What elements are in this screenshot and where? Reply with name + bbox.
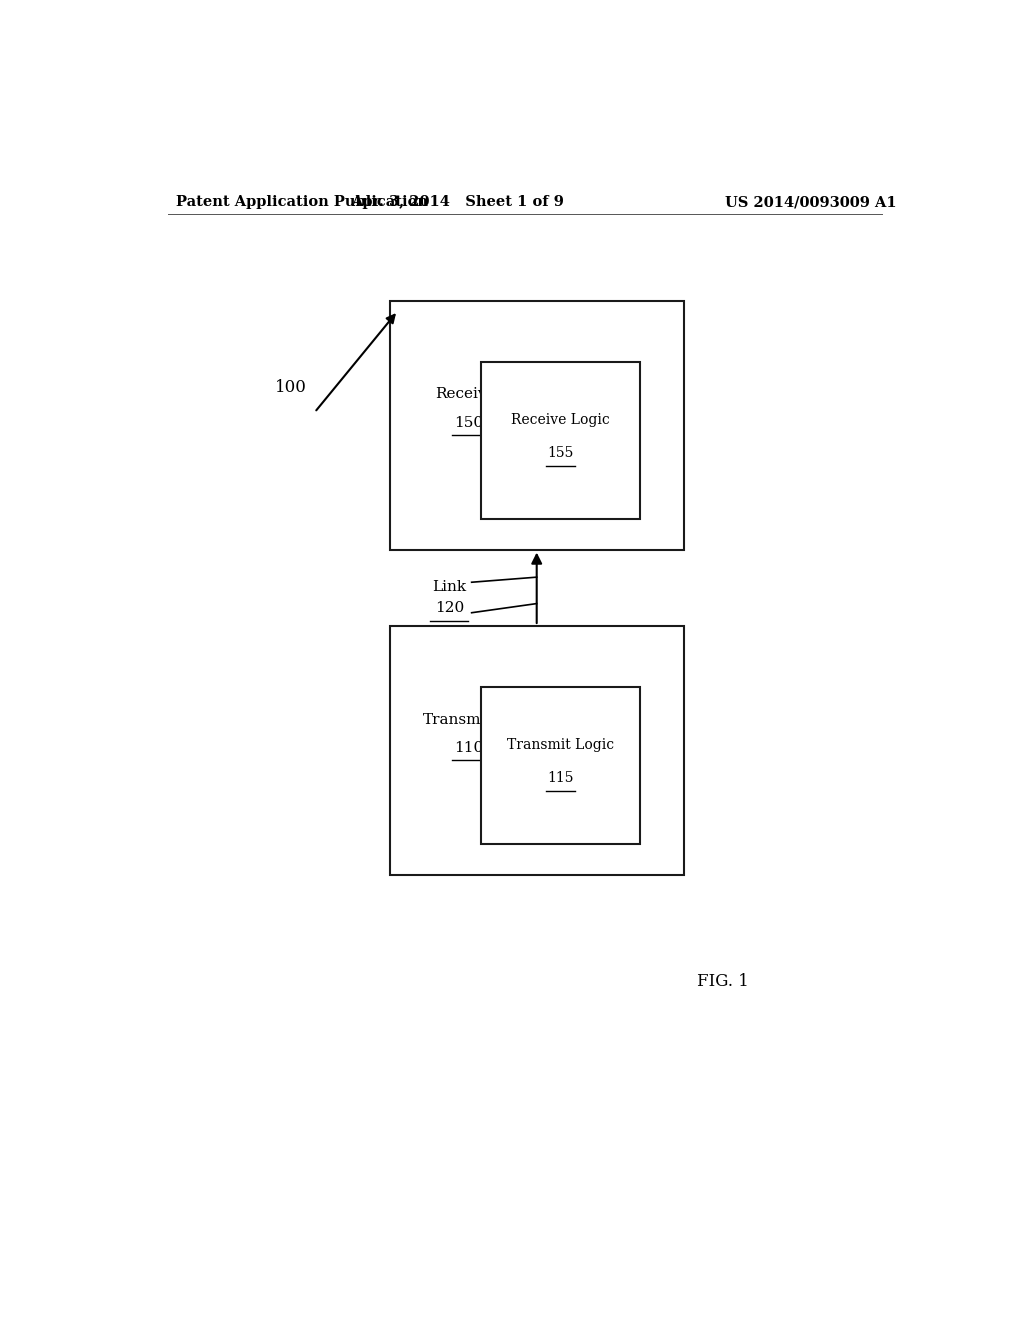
Text: Transmit Logic: Transmit Logic xyxy=(507,738,614,752)
Text: 100: 100 xyxy=(274,379,306,396)
Bar xyxy=(481,686,640,845)
Text: Link: Link xyxy=(432,581,467,594)
Text: 110: 110 xyxy=(455,741,483,755)
Bar xyxy=(481,362,640,519)
Text: FIG. 1: FIG. 1 xyxy=(697,973,750,990)
Text: 150: 150 xyxy=(455,416,483,430)
Text: Transmitter: Transmitter xyxy=(423,713,515,727)
Text: Receive Logic: Receive Logic xyxy=(511,413,610,428)
Text: Apr. 3, 2014   Sheet 1 of 9: Apr. 3, 2014 Sheet 1 of 9 xyxy=(351,195,564,209)
Text: 120: 120 xyxy=(435,601,464,615)
Text: Receiver: Receiver xyxy=(435,388,503,401)
Text: Patent Application Publication: Patent Application Publication xyxy=(176,195,428,209)
Bar xyxy=(390,301,684,549)
Text: US 2014/0093009 A1: US 2014/0093009 A1 xyxy=(725,195,896,209)
Text: 115: 115 xyxy=(547,771,573,785)
Bar xyxy=(390,626,684,875)
Text: 155: 155 xyxy=(547,446,573,459)
